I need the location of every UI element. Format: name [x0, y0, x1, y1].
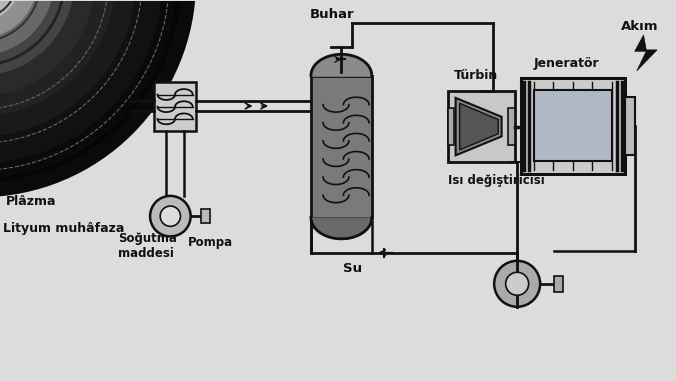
Polygon shape — [460, 103, 498, 150]
Text: Plâzma: Plâzma — [5, 195, 56, 208]
Bar — [154, 82, 196, 131]
Text: Soğutma
maddesi: Soğutma maddesi — [118, 232, 177, 260]
Bar — [625, 96, 635, 155]
Polygon shape — [456, 98, 502, 155]
Text: Pompa: Pompa — [188, 236, 233, 249]
Text: Türbin: Türbin — [454, 69, 498, 82]
Bar — [311, 75, 372, 218]
Text: Isı değiştiricisi: Isı değiştiricisi — [448, 174, 544, 187]
Circle shape — [0, 0, 37, 38]
Bar — [201, 210, 210, 223]
Bar — [448, 91, 515, 162]
Text: Su: Su — [343, 262, 362, 275]
Circle shape — [0, 0, 7, 8]
Circle shape — [160, 206, 180, 226]
Circle shape — [0, 0, 135, 136]
Circle shape — [0, 0, 95, 96]
Circle shape — [506, 272, 529, 295]
Text: Akım: Akım — [621, 19, 658, 33]
Text: Buhar: Buhar — [310, 8, 354, 21]
Circle shape — [0, 0, 20, 21]
Bar — [508, 108, 515, 145]
Circle shape — [0, 0, 54, 55]
Circle shape — [0, 0, 74, 75]
Bar — [554, 276, 563, 292]
Circle shape — [0, 0, 196, 197]
Polygon shape — [635, 35, 657, 71]
Circle shape — [0, 0, 115, 116]
Circle shape — [0, 0, 162, 163]
Bar — [448, 108, 454, 145]
Text: Jeneratör: Jeneratör — [534, 58, 600, 70]
Circle shape — [150, 196, 191, 237]
Bar — [521, 78, 625, 174]
Bar — [534, 90, 612, 162]
Circle shape — [494, 261, 540, 307]
Text: Lityum muhâfaza: Lityum muhâfaza — [3, 223, 125, 235]
